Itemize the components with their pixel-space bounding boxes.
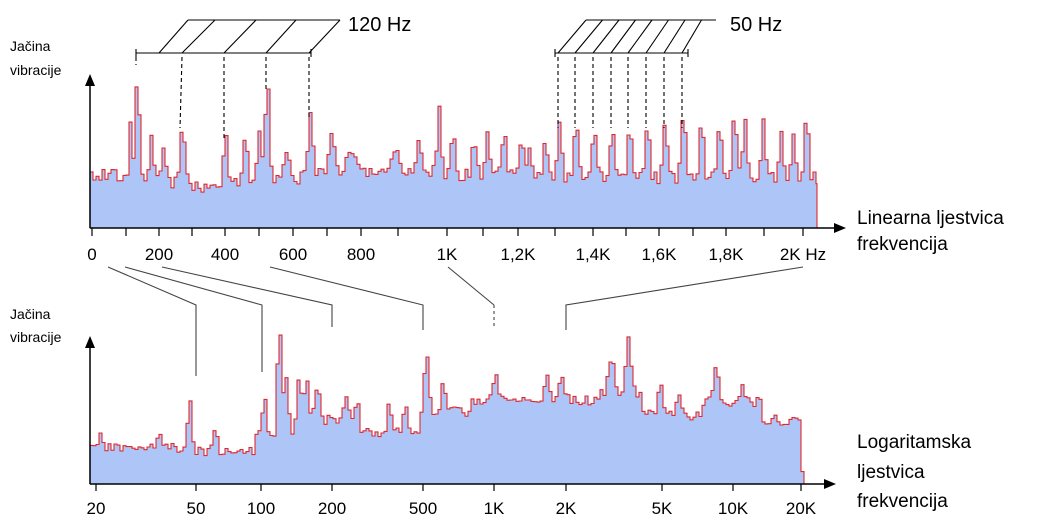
annotation-50hz-slant bbox=[592, 19, 620, 54]
annotation-50hz-slant bbox=[610, 19, 636, 54]
linear-tick-label: 1K bbox=[437, 245, 458, 264]
annotation-120hz-drop-lines bbox=[135, 56, 310, 138]
log-tick-label: 10K bbox=[718, 499, 749, 518]
linear-spectrum-area bbox=[89, 86, 818, 229]
annotation-50hz-drop-lines bbox=[557, 57, 683, 128]
log-y-label-line-2: vibracije bbox=[10, 329, 62, 345]
log-tick-label: 50 bbox=[187, 499, 206, 518]
linear-scale-chart: Jačina vibracije Linearna ljestvica frek… bbox=[10, 14, 1004, 264]
annotation-50hz-label: 50 Hz bbox=[730, 14, 782, 36]
linear-tick-label: 1,4K bbox=[576, 245, 612, 264]
log-tick-label: 1K bbox=[484, 499, 505, 518]
log-axis-title-line-3: frekvencija bbox=[857, 491, 948, 512]
linear-tick-label: 0 bbox=[87, 245, 96, 264]
linear-tick-marks bbox=[91, 228, 804, 236]
annotation-120hz-slant-lines bbox=[135, 19, 341, 57]
scale-mapping-line bbox=[447, 266, 495, 306]
log-tick-label: 2K bbox=[556, 499, 577, 518]
log-axis-title-line-2: ljestvica bbox=[857, 462, 925, 483]
linear-tick-label: 400 bbox=[211, 245, 239, 264]
linear-tick-label: 1,6K bbox=[642, 245, 678, 264]
annotation-120hz-drop bbox=[179, 56, 183, 129]
log-spectrum-area bbox=[89, 334, 805, 485]
log-y-label-line-1: Jačina bbox=[10, 306, 51, 322]
annotation-120hz-slant bbox=[265, 19, 297, 54]
annotation-120hz-slant bbox=[181, 19, 216, 54]
log-axis-title-line-1: Logaritamska bbox=[857, 432, 971, 453]
linear-tick-label: 2K Hz bbox=[780, 245, 826, 264]
scale-mapping-line bbox=[565, 266, 804, 330]
annotation-120hz-slant bbox=[308, 19, 341, 54]
annotation-50hz-slant-lines bbox=[554, 19, 716, 57]
linear-axis-title-line-1: Linearna ljestvica bbox=[857, 208, 1004, 229]
annotation-50hz bbox=[554, 19, 716, 128]
annotation-50hz-slant bbox=[663, 19, 686, 54]
log-tick-label: 5K bbox=[652, 499, 673, 518]
log-scale-chart: Jačina vibracije Logaritamska ljestvica … bbox=[10, 306, 971, 518]
annotation-50hz-slant bbox=[557, 19, 587, 54]
annotation-50hz-slant bbox=[574, 19, 603, 54]
log-tick-labels: 20 50 100 200 500 1K 2K 5K 10K 20K bbox=[87, 499, 817, 518]
linear-tick-label: 1,8K bbox=[709, 245, 745, 264]
linear-y-label-line-1: Jačina bbox=[10, 38, 51, 54]
log-x-axis-arrow-icon bbox=[824, 479, 836, 489]
annotation-50hz-slant bbox=[627, 19, 653, 54]
scale-mapping-line bbox=[161, 266, 333, 327]
linear-x-axis-arrow-icon bbox=[834, 223, 846, 233]
annotation-120hz bbox=[135, 19, 341, 138]
log-y-axis-arrow-icon bbox=[85, 336, 95, 348]
linear-tick-label: 600 bbox=[279, 245, 307, 264]
linear-y-axis-arrow-icon bbox=[85, 74, 95, 86]
linear-axis-title-line-2: frekvencija bbox=[857, 234, 948, 255]
scale-mapping-line bbox=[107, 266, 197, 376]
annotation-50hz-slant bbox=[681, 19, 702, 54]
log-tick-label: 20 bbox=[87, 499, 106, 518]
annotation-50hz-slant bbox=[645, 19, 669, 54]
log-tick-label: 500 bbox=[409, 499, 437, 518]
log-tick-label: 20K bbox=[786, 499, 817, 518]
annotation-120hz-slant bbox=[158, 19, 189, 54]
scale-mapping-line bbox=[269, 266, 424, 330]
log-tick-label: 100 bbox=[247, 499, 275, 518]
linear-tick-label: 1,2K bbox=[501, 245, 537, 264]
linear-y-label-line-2: vibracije bbox=[10, 62, 62, 78]
log-tick-label: 200 bbox=[318, 499, 346, 518]
log-tick-marks bbox=[95, 484, 802, 491]
scale-mapping-lines bbox=[107, 266, 804, 376]
annotation-120hz-label: 120 Hz bbox=[348, 14, 411, 36]
linear-tick-label: 800 bbox=[347, 245, 375, 264]
scale-mapping-line bbox=[124, 266, 263, 372]
linear-tick-label: 200 bbox=[145, 245, 173, 264]
linear-tick-labels: 0 200 400 600 800 1K 1,2K 1,4K 1,6K 1,8K… bbox=[87, 245, 826, 264]
annotation-120hz-slant bbox=[223, 19, 257, 54]
